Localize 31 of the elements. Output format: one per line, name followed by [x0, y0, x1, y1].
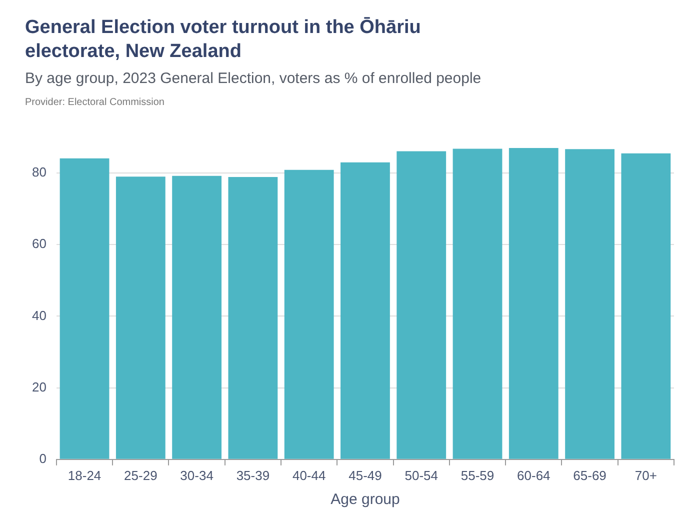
- bar: [565, 149, 614, 459]
- bar: [60, 158, 110, 459]
- bar: [621, 153, 671, 459]
- x-tick-label: 60-64: [517, 468, 550, 483]
- chart-subtitle: By age group, 2023 General Election, voters as % of enrolled people: [25, 70, 482, 87]
- bar: [284, 170, 334, 459]
- x-axis-title: Age group: [330, 491, 400, 508]
- y-tick-label: 0: [39, 450, 46, 466]
- x-tick-label: 35-39: [236, 468, 270, 483]
- x-tick-label: 25-29: [124, 468, 158, 483]
- x-tick-label: 18-24: [68, 468, 102, 483]
- bar: [396, 151, 446, 459]
- x-tick-label: 70+: [634, 468, 657, 483]
- bar: [452, 148, 502, 459]
- bar: [228, 176, 278, 459]
- x-tick-label: 50-54: [404, 468, 438, 483]
- x-tick-label: 55-59: [460, 468, 494, 483]
- y-tick-label: 80: [32, 164, 46, 180]
- x-tick-label: 45-49: [348, 468, 382, 483]
- x-tick-label: 65-69: [573, 468, 606, 483]
- text: Provider: Electoral Commission: [25, 97, 166, 108]
- bar: [116, 176, 166, 459]
- bar: [508, 148, 558, 459]
- chart-title: General Election voter turnout in the Ōhāriu electorate, New Zealand: [25, 16, 422, 64]
- y-tick-label: 40: [32, 308, 46, 323]
- bar: [172, 176, 222, 459]
- y-tick-label: 20: [32, 379, 46, 394]
- x-tick-label: 30-34: [180, 468, 214, 483]
- y-tick-label: 60: [32, 236, 46, 252]
- x-tick-label: 40-44: [292, 468, 326, 483]
- bar: [340, 162, 390, 459]
